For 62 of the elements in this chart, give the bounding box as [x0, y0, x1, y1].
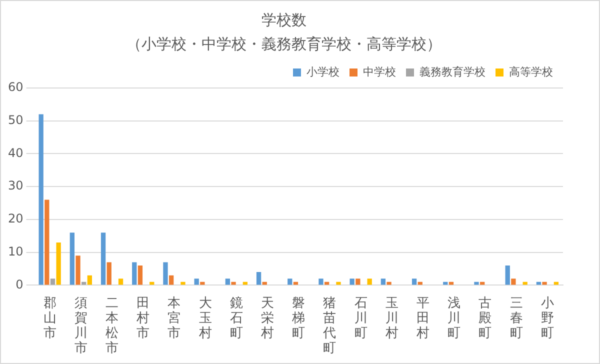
y-tick-label: 30 [8, 178, 24, 193]
bar [288, 278, 292, 285]
x-tick-label: 鏡石町 [230, 296, 243, 341]
chart-title: 学校数 [262, 10, 306, 29]
bar [132, 262, 137, 285]
x-tick-label: 石川町 [354, 296, 368, 341]
bar [194, 278, 199, 285]
x-tick-label: 玉川村 [384, 296, 398, 341]
bar [505, 265, 510, 285]
bar [44, 200, 50, 285]
x-tick-label: 本宮市 [168, 296, 181, 341]
chart-subtitle: （小学校・中学校・義務教育学校・高等学校） [126, 34, 442, 53]
bar [367, 278, 372, 285]
x-tick-label: 浅川町 [448, 296, 461, 341]
bar [386, 282, 392, 285]
y-tick-label: 0 [16, 277, 24, 292]
x-tick-label: 二本松市 [106, 296, 119, 356]
bar [350, 278, 354, 285]
legend-label: 義務教育学校 [420, 65, 486, 78]
bar [511, 278, 516, 285]
bar [180, 282, 186, 285]
bar [225, 278, 230, 285]
bar [318, 278, 324, 285]
x-tick-label: 郡山市 [43, 296, 56, 341]
x-tick-label: 大玉村 [198, 296, 212, 341]
x-tick-label: 小野町 [540, 296, 554, 341]
bar [356, 278, 360, 285]
bar [256, 272, 262, 285]
bar [38, 114, 44, 285]
bar [87, 275, 92, 285]
bar [231, 282, 236, 285]
legend-label: 小学校 [306, 65, 340, 78]
bar [380, 278, 386, 285]
y-tick-label: 10 [8, 244, 24, 258]
x-tick-label: 古殿町 [478, 296, 492, 341]
bar [118, 278, 124, 285]
bar [138, 265, 143, 285]
y-tick-label: 20 [8, 212, 24, 226]
bar [412, 278, 417, 285]
bar [168, 275, 174, 285]
bar [76, 256, 80, 285]
x-tick-label: 須賀川市 [74, 296, 88, 356]
x-tick-label: 磐梯町 [291, 296, 306, 341]
bar [106, 262, 112, 285]
bar [542, 282, 547, 285]
x-tick-label: 三春町 [510, 296, 523, 341]
bar [100, 232, 106, 285]
bar [336, 282, 341, 285]
x-tick-label: 天栄村 [260, 296, 274, 341]
y-tick-label: 40 [8, 146, 24, 160]
bar [70, 232, 75, 285]
x-tick-label: 猪苗代町 [322, 296, 336, 356]
x-tick-label: 田村市 [136, 296, 150, 341]
x-tick-label: 平田村 [416, 296, 430, 341]
y-tick-label: 60 [8, 80, 24, 94]
bar [56, 242, 61, 285]
legend-label: 高等学校 [509, 65, 553, 78]
bar [163, 262, 168, 285]
y-tick-label: 50 [8, 112, 24, 127]
legend-label: 中学校 [363, 65, 396, 78]
bar [50, 278, 56, 285]
bar [474, 282, 479, 285]
